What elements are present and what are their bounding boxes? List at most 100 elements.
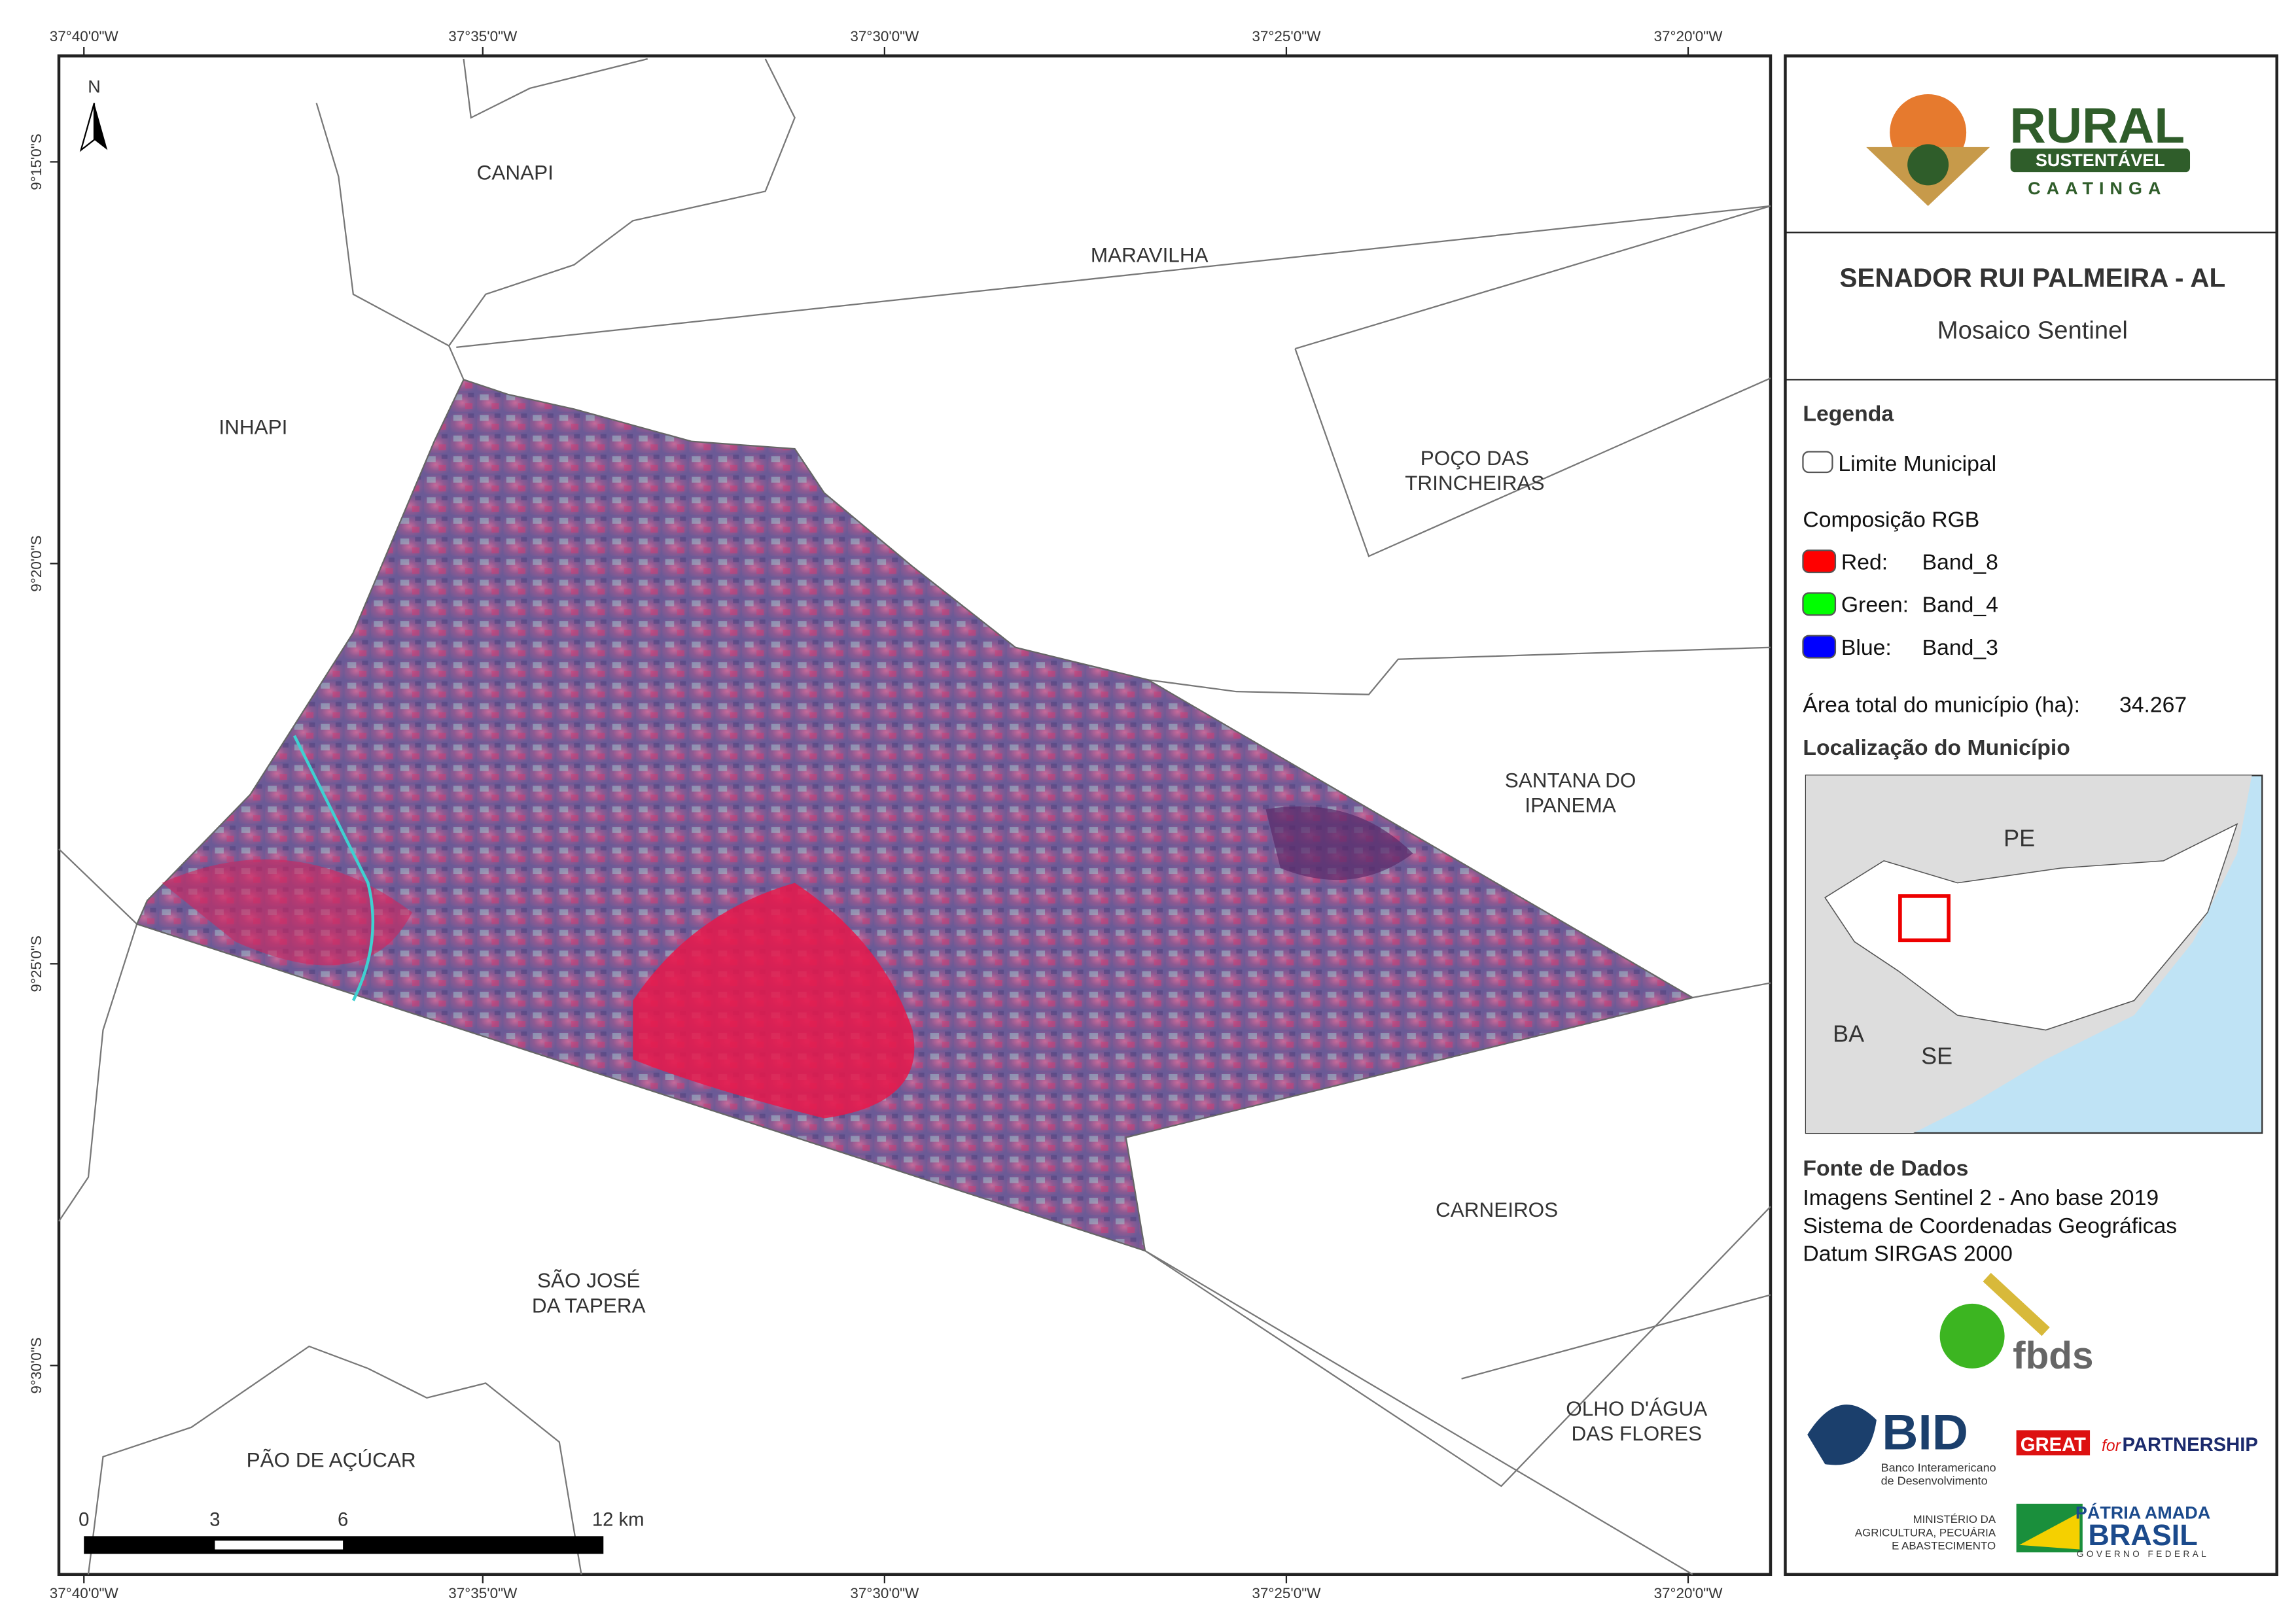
locator-highlight bbox=[1898, 894, 1951, 943]
left-tick-label: 9°20'0"S bbox=[28, 535, 44, 591]
logo-text: CAATINGA bbox=[2028, 179, 2166, 198]
legend-label: Composição RGB bbox=[1803, 507, 1979, 532]
vegetation-patch bbox=[162, 859, 412, 966]
scale-segment bbox=[215, 1541, 344, 1550]
map-title: SENADOR RUI PALMEIRA - AL bbox=[1839, 263, 2225, 293]
top-tick-label: 37°25'0"W bbox=[1252, 28, 1321, 44]
state-label: PE bbox=[2004, 824, 2035, 851]
logo-text: RURAL bbox=[2010, 98, 2185, 154]
bottom-tick-label: 37°35'0"W bbox=[448, 1585, 518, 1601]
map-frame: N 0 3 6 12 km 37°40'0"W 37°35'0"W 37°30'0"W 37… bbox=[28, 28, 1773, 1601]
brasil-text: BRASIL bbox=[2088, 1518, 2197, 1552]
great-text: PARTNERSHIP bbox=[2123, 1435, 2258, 1456]
bid-logo bbox=[1807, 1405, 1877, 1465]
legend-swatch bbox=[1802, 550, 1837, 574]
logo-text: SUSTENTÁVEL bbox=[2036, 150, 2165, 170]
legend-label: Band_3 bbox=[1922, 635, 1998, 660]
brasil-text: PÁTRIA AMADA bbox=[2075, 1502, 2210, 1522]
municipality-label: SÃO JOSÉ bbox=[537, 1268, 640, 1292]
great-text: GREAT bbox=[2021, 1435, 2086, 1456]
top-tick-label: 37°30'0"W bbox=[850, 28, 919, 44]
municipality-label: OLHO D'ÁGUA bbox=[1566, 1397, 1707, 1420]
bottom-tick-label: 37°20'0"W bbox=[1653, 1585, 1723, 1601]
top-tick-label: 37°20'0"W bbox=[1653, 28, 1723, 44]
municipality-label: INHAPI bbox=[219, 415, 287, 439]
municipality-label: TRINCHEIRAS bbox=[1405, 471, 1544, 495]
scale-label: 3 bbox=[209, 1510, 220, 1531]
sources-heading: Fonte de Dados bbox=[1803, 1156, 1968, 1181]
legend-label: Blue: bbox=[1841, 635, 1892, 660]
logo-tree bbox=[1907, 144, 1949, 186]
area-value: 34.267 bbox=[2119, 693, 2187, 718]
boundaries bbox=[58, 58, 1771, 1575]
vegetation-patch bbox=[633, 882, 915, 1119]
top-tick-label: 37°40'0"W bbox=[50, 28, 119, 44]
area-label: Área total do município (ha): bbox=[1803, 693, 2080, 718]
brasil-text: GOVERNO FEDERAL bbox=[2077, 1549, 2209, 1559]
left-tick-label: 9°25'0"S bbox=[28, 935, 44, 992]
municipality-label: POÇO DAS bbox=[1421, 446, 1529, 470]
boundary-line bbox=[87, 1206, 1771, 1575]
fbds-text: fbds bbox=[2013, 1335, 2093, 1377]
north-arrow bbox=[79, 103, 96, 152]
ministry-text: MINISTÉRIO DA bbox=[1913, 1513, 1996, 1526]
legend-swatch bbox=[1802, 451, 1833, 474]
bid-sub: Banco Interamericano bbox=[1881, 1461, 1996, 1474]
side-panel: RURAL SUSTENTÁVEL CAATINGA SENADOR RUI P… bbox=[1784, 54, 2278, 1577]
river bbox=[292, 735, 375, 1002]
scale-bar: 0 3 6 12 km bbox=[79, 1510, 645, 1554]
locator-labels: PE BA SE bbox=[1833, 824, 2035, 1069]
bid-text: BID bbox=[1882, 1405, 1968, 1461]
municipality-label: DAS FLORES bbox=[1572, 1422, 1702, 1445]
vegetation-patch bbox=[1265, 806, 1413, 881]
sources: Imagens Sentinel 2 - Ano base 2019 Sistem… bbox=[1803, 1185, 2177, 1266]
bid-sub: de Desenvolvimento bbox=[1881, 1475, 1988, 1488]
ministry-text: AGRICULTURA, PECUÁRIA bbox=[1855, 1526, 1996, 1539]
left-tick-label: 9°15'0"S bbox=[28, 133, 44, 190]
fbds-logo bbox=[1939, 1303, 2005, 1369]
legend-swatch bbox=[1802, 592, 1837, 616]
legend-label: Green: bbox=[1841, 593, 1909, 618]
boundary-line bbox=[58, 848, 1771, 1222]
ministry-text: E ABASTECIMENTO bbox=[1892, 1540, 1996, 1552]
municipality-label: CARNEIROS bbox=[1436, 1198, 1558, 1221]
scale-label: 6 bbox=[338, 1510, 348, 1531]
north-label: N bbox=[88, 77, 101, 97]
north-arrow bbox=[94, 103, 108, 150]
boundary-line bbox=[1148, 646, 1771, 695]
state-label: SE bbox=[1921, 1042, 1952, 1069]
municipality-label: PÃO DE AÇÚCAR bbox=[247, 1448, 416, 1472]
legend-label: Band_4 bbox=[1922, 593, 1998, 618]
brasil-logo bbox=[2019, 1512, 2080, 1550]
satellite-mosaic bbox=[135, 378, 1695, 1252]
map-subtitle: Mosaico Sentinel bbox=[1937, 316, 2128, 344]
municipality-label: MARAVILHA bbox=[1091, 243, 1209, 266]
municipality-label: DA TAPERA bbox=[532, 1293, 646, 1317]
boundary-line bbox=[448, 58, 796, 347]
top-tick-label: 37°35'0"W bbox=[448, 28, 518, 44]
fbds-logo bbox=[1983, 1272, 2050, 1336]
scale-label: 12 km bbox=[592, 1510, 645, 1531]
legend-label: Red: bbox=[1841, 550, 1888, 574]
location-heading: Localização do Município bbox=[1803, 735, 2070, 760]
municipality-label: SANTANA DO bbox=[1505, 768, 1636, 792]
source-line: Datum SIRGAS 2000 bbox=[1803, 1242, 2012, 1266]
municipality-label: IPANEMA bbox=[1525, 794, 1616, 817]
scale-segment bbox=[84, 1536, 604, 1554]
bottom-tick-label: 37°40'0"W bbox=[50, 1585, 119, 1601]
state-label: BA bbox=[1833, 1021, 1864, 1047]
legend-label: Limite Municipal bbox=[1838, 451, 1996, 476]
bottom-tick-label: 37°25'0"W bbox=[1252, 1585, 1321, 1601]
source-line: Imagens Sentinel 2 - Ano base 2019 bbox=[1803, 1185, 2159, 1210]
legend-label: Band_8 bbox=[1922, 550, 1998, 574]
locator-state bbox=[1824, 823, 2238, 1031]
left-tick-label: 9°30'0"S bbox=[28, 1337, 44, 1393]
legend-heading: Legenda bbox=[1803, 401, 1894, 426]
great-text: for bbox=[2102, 1437, 2122, 1455]
legend-swatch bbox=[1802, 635, 1837, 659]
scale-label: 0 bbox=[79, 1510, 89, 1531]
boundary-line bbox=[315, 103, 465, 380]
great-badge bbox=[2016, 1430, 2091, 1456]
